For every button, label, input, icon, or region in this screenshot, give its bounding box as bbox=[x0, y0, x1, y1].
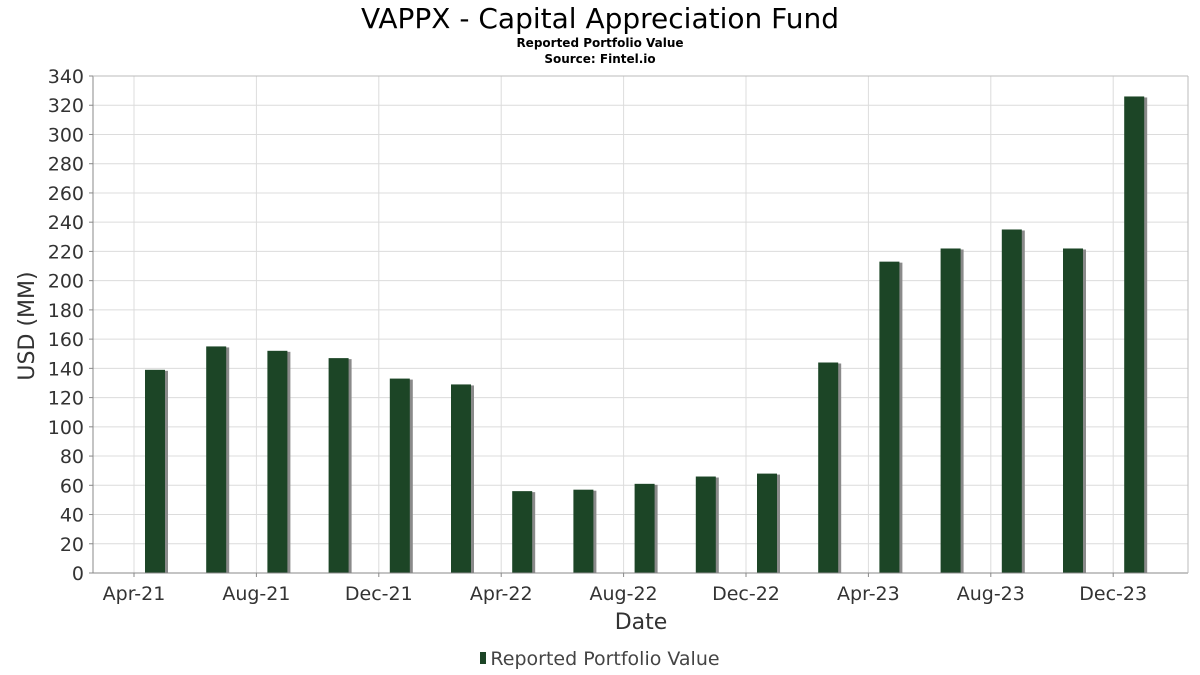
y-tick-label: 80 bbox=[60, 446, 84, 468]
bar bbox=[634, 483, 655, 573]
x-axis-label: Date bbox=[615, 610, 668, 635]
x-tick-label: Aug-22 bbox=[590, 583, 658, 605]
bar bbox=[1063, 248, 1083, 574]
x-tick-label: Dec-21 bbox=[345, 583, 413, 605]
chart-title: VAPPX - Capital Appreciation Fund bbox=[361, 2, 839, 35]
y-axis-label: USD (MM) bbox=[15, 271, 40, 380]
x-tick-labels: Apr-21 Aug-21 Dec-21 Apr-22 Aug-22 Dec-22 Apr-… bbox=[103, 583, 1147, 605]
bar bbox=[1001, 229, 1022, 573]
y-tick-label: 160 bbox=[48, 329, 84, 351]
y-tick-label: 140 bbox=[48, 358, 84, 380]
bar bbox=[695, 476, 716, 573]
bar bbox=[940, 248, 961, 574]
y-tick-label: 340 bbox=[48, 66, 84, 88]
x-tick-label: Dec-22 bbox=[712, 583, 780, 605]
y-tick-label: 100 bbox=[48, 417, 84, 439]
y-tick-label: 40 bbox=[60, 505, 84, 527]
axes bbox=[92, 75, 1189, 574]
y-tick-label: 20 bbox=[60, 534, 84, 556]
bar bbox=[818, 362, 839, 573]
bar bbox=[328, 358, 349, 573]
x-tick-label: Dec-23 bbox=[1079, 583, 1147, 605]
bar bbox=[573, 489, 594, 573]
y-tick-label: 180 bbox=[48, 300, 84, 322]
x-tick-label: Aug-21 bbox=[222, 583, 290, 605]
chart-source: Source: Fintel.io bbox=[544, 52, 656, 66]
chart-subtitle: Reported Portfolio Value bbox=[516, 36, 684, 50]
y-tick-labels: 0 20 40 60 80 100 120 140 160 180 200 220 240 260 280 3… bbox=[48, 66, 84, 585]
y-tick-label: 300 bbox=[48, 124, 84, 146]
bar bbox=[206, 346, 227, 573]
bar bbox=[389, 378, 410, 573]
y-tick-label: 200 bbox=[48, 271, 84, 293]
x-tick-label: Apr-22 bbox=[470, 583, 533, 605]
y-tick-label: 0 bbox=[72, 563, 84, 585]
y-tick-label: 280 bbox=[48, 154, 84, 176]
bar bbox=[879, 261, 900, 573]
bar bbox=[145, 369, 165, 573]
y-tick-label: 320 bbox=[48, 95, 84, 117]
x-tick-label: Apr-23 bbox=[837, 583, 900, 605]
bar bbox=[757, 473, 777, 573]
y-tick-label: 260 bbox=[48, 183, 84, 205]
legend: Reported Portfolio Value bbox=[0, 648, 1200, 670]
x-tick-label: Aug-23 bbox=[957, 583, 1025, 605]
bar bbox=[451, 384, 471, 573]
legend-swatch bbox=[480, 652, 487, 664]
y-tick-label: 240 bbox=[48, 212, 84, 234]
bar bbox=[512, 491, 533, 573]
y-tick-label: 220 bbox=[48, 241, 84, 263]
bar bbox=[267, 350, 288, 573]
legend-label: Reported Portfolio Value bbox=[490, 648, 720, 670]
y-tick-label: 60 bbox=[60, 475, 84, 497]
y-tick-label: 120 bbox=[48, 388, 84, 410]
bar bbox=[1124, 96, 1145, 573]
bar-series bbox=[145, 96, 1148, 574]
x-tick-label: Apr-21 bbox=[103, 583, 166, 605]
